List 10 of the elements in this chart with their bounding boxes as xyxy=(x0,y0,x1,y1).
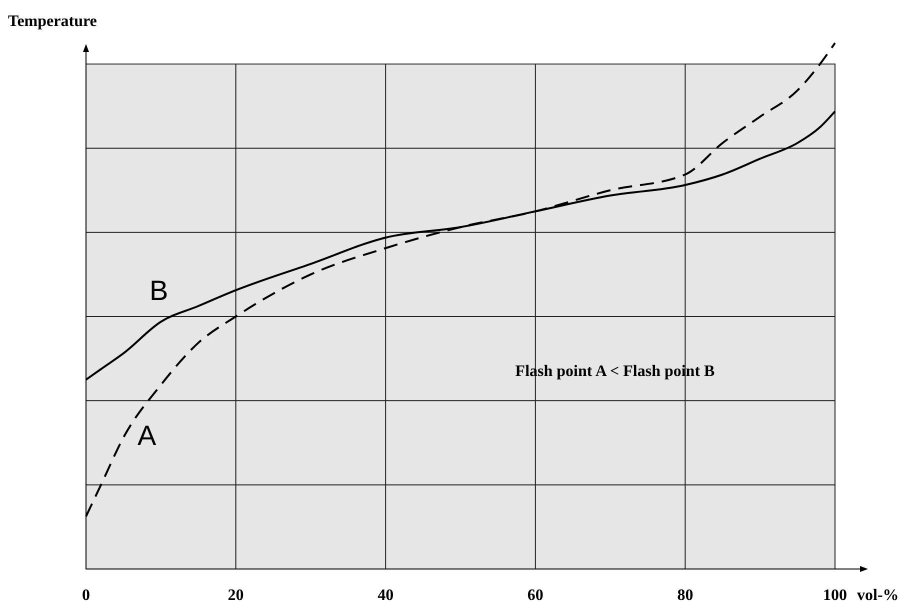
series-label: B xyxy=(150,274,168,306)
x-tick-label: 40 xyxy=(378,587,394,602)
x-tick-label: 60 xyxy=(527,587,544,602)
series-label: A xyxy=(138,420,157,451)
x-tick-label: 100 xyxy=(823,587,847,602)
x-tick-label: 80 xyxy=(677,587,694,602)
x-tick-label: 20 xyxy=(228,587,244,602)
x-tick-label: 0 xyxy=(82,587,90,602)
x-axis-title: vol-% xyxy=(857,587,899,602)
y-axis-title: Temperature xyxy=(8,13,97,30)
